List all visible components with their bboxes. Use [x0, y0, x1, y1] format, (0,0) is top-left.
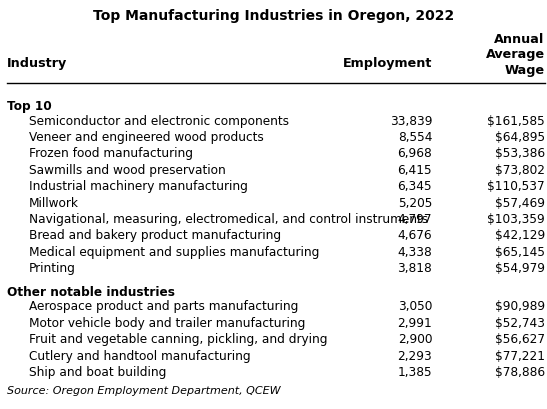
- Text: $57,469: $57,469: [495, 196, 545, 209]
- Text: Top 10: Top 10: [7, 100, 52, 113]
- Text: $90,989: $90,989: [494, 300, 545, 312]
- Text: $161,585: $161,585: [487, 114, 545, 127]
- Text: 4,676: 4,676: [398, 229, 432, 242]
- Text: Frozen food manufacturing: Frozen food manufacturing: [29, 147, 193, 160]
- Text: Printing: Printing: [29, 261, 76, 274]
- Text: $53,386: $53,386: [494, 147, 545, 160]
- Text: 8,554: 8,554: [398, 130, 432, 144]
- Text: 6,345: 6,345: [398, 180, 432, 193]
- Text: $54,979: $54,979: [495, 261, 545, 274]
- Text: Millwork: Millwork: [29, 196, 79, 209]
- Text: $65,145: $65,145: [495, 245, 545, 258]
- Text: 4,797: 4,797: [398, 212, 432, 225]
- Text: 2,900: 2,900: [398, 333, 432, 345]
- Text: $52,743: $52,743: [495, 316, 545, 329]
- Text: Medical equipment and supplies manufacturing: Medical equipment and supplies manufactu…: [29, 245, 319, 258]
- Text: Bread and bakery product manufacturing: Bread and bakery product manufacturing: [29, 229, 281, 242]
- Text: $56,627: $56,627: [495, 333, 545, 345]
- Text: 4,338: 4,338: [397, 245, 432, 258]
- Text: Industry: Industry: [7, 56, 67, 70]
- Text: Industrial machinery manufacturing: Industrial machinery manufacturing: [29, 180, 248, 193]
- Text: $110,537: $110,537: [487, 180, 545, 193]
- Text: Veneer and engineered wood products: Veneer and engineered wood products: [29, 130, 264, 144]
- Text: Cutlery and handtool manufacturing: Cutlery and handtool manufacturing: [29, 349, 251, 362]
- Text: $103,359: $103,359: [487, 212, 545, 225]
- Text: $64,895: $64,895: [494, 130, 545, 144]
- Text: $77,221: $77,221: [495, 349, 545, 362]
- Text: Source: Oregon Employment Department, QCEW: Source: Oregon Employment Department, QC…: [7, 385, 281, 395]
- Text: Sawmills and wood preservation: Sawmills and wood preservation: [29, 163, 226, 176]
- Text: Top Manufacturing Industries in Oregon, 2022: Top Manufacturing Industries in Oregon, …: [93, 9, 454, 23]
- Text: 2,293: 2,293: [397, 349, 432, 362]
- Text: 6,415: 6,415: [398, 163, 432, 176]
- Text: Semiconductor and electronic components: Semiconductor and electronic components: [29, 114, 289, 127]
- Text: Motor vehicle body and trailer manufacturing: Motor vehicle body and trailer manufactu…: [29, 316, 305, 329]
- Text: 1,385: 1,385: [398, 365, 432, 378]
- Text: Other notable industries: Other notable industries: [7, 285, 175, 298]
- Text: 5,205: 5,205: [398, 196, 432, 209]
- Text: 6,968: 6,968: [397, 147, 432, 160]
- Text: 2,991: 2,991: [397, 316, 432, 329]
- Text: Navigational, measuring, electromedical, and control instruments: Navigational, measuring, electromedical,…: [29, 212, 428, 225]
- Text: Ship and boat building: Ship and boat building: [29, 365, 166, 378]
- Text: 3,050: 3,050: [398, 300, 432, 312]
- Text: 33,839: 33,839: [389, 114, 432, 127]
- Text: $73,802: $73,802: [495, 163, 545, 176]
- Text: $78,886: $78,886: [494, 365, 545, 378]
- Text: $42,129: $42,129: [494, 229, 545, 242]
- Text: Employment: Employment: [343, 56, 432, 70]
- Text: 3,818: 3,818: [397, 261, 432, 274]
- Text: Annual
Average
Wage: Annual Average Wage: [486, 33, 545, 76]
- Text: Aerospace product and parts manufacturing: Aerospace product and parts manufacturin…: [29, 300, 298, 312]
- Text: Fruit and vegetable canning, pickling, and drying: Fruit and vegetable canning, pickling, a…: [29, 333, 328, 345]
